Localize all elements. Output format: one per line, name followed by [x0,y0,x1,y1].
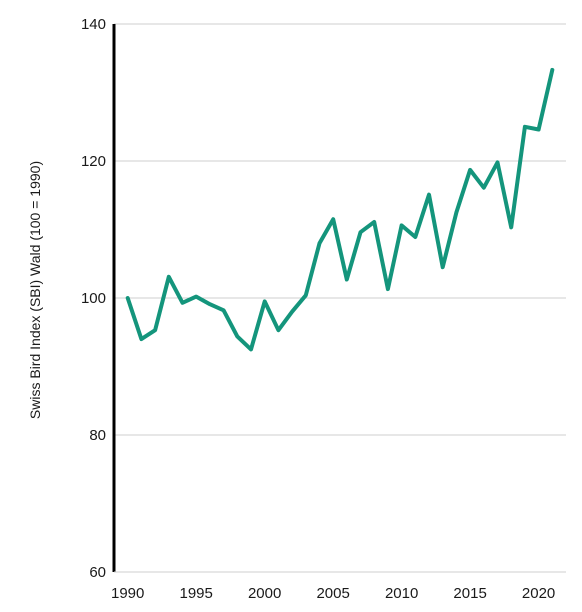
tick-labels: 60 80 100 120 140 1990 1995 2000 2005 2010 2015 202… [81,16,555,602]
y-axis-title: Swiss Bird Index (SBI) Wald (100 = 1990) [27,161,43,419]
y-tick-label: 80 [89,427,106,444]
x-tick-label: 2010 [385,585,418,602]
series-line-0 [125,67,555,352]
y-tick-label: 140 [81,16,106,33]
series-lines [125,67,555,352]
x-tick-label: 2020 [522,585,555,602]
x-tick-label: 1990 [111,585,144,602]
x-tick-label: 2005 [316,585,349,602]
y-tick-label: 120 [81,153,106,170]
y-tick-label: 60 [89,564,106,581]
x-tick-label: 1995 [179,585,212,602]
axes [112,24,566,573]
x-tick-label: 2015 [453,585,486,602]
x-tick-label: 2000 [248,585,281,602]
y-tick-label: 100 [81,290,106,307]
grid-lines [114,23,566,436]
